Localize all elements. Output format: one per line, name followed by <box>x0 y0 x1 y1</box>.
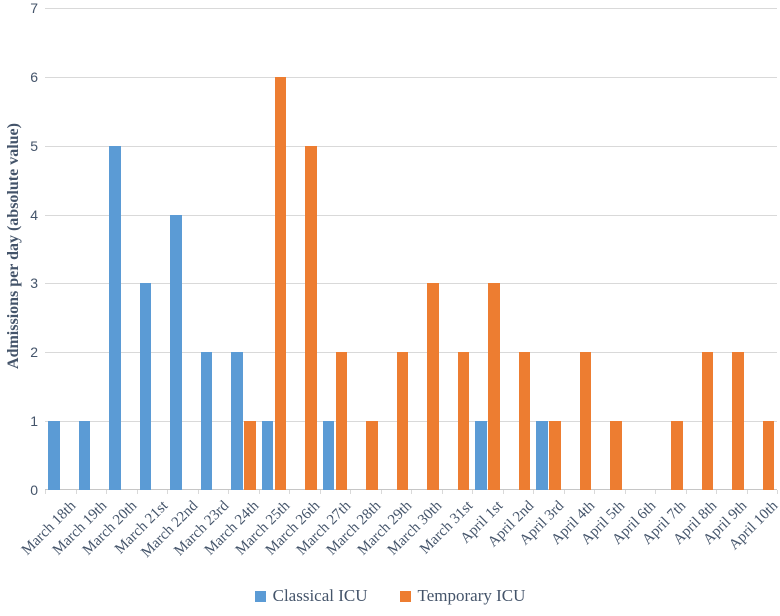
plot-area <box>45 8 777 490</box>
bar-temporary-icu-march-24th <box>244 421 256 490</box>
x-axis-tick <box>380 490 382 494</box>
x-axis-tick <box>533 490 534 494</box>
x-axis-tick <box>441 490 443 494</box>
y-tick-label: 6 <box>30 68 38 85</box>
bar-temporary-icu-april-9th <box>732 352 744 490</box>
bar-temporary-icu-march-28th <box>366 421 378 490</box>
x-axis-tick <box>258 490 260 494</box>
bar-classical-icu-march-21st <box>139 283 151 490</box>
bar-temporary-icu-march-29th <box>396 352 408 490</box>
bar-temporary-icu-april-1st <box>488 283 500 490</box>
legend-swatch-classical-icu-icon <box>254 590 266 602</box>
bar-temporary-icu-april-2nd <box>518 352 530 490</box>
bar-classical-icu-march-24th <box>231 352 243 490</box>
gridline <box>45 8 777 9</box>
bar-classical-icu-march-27th <box>322 421 334 490</box>
gridline <box>45 283 777 285</box>
x-axis-tick <box>350 490 351 494</box>
x-axis-tick <box>228 490 229 494</box>
legend-swatch-temporary-icu-icon <box>399 590 411 602</box>
legend-item-temporary-icu: Temporary ICU <box>399 586 526 606</box>
bar-temporary-icu-march-31st <box>457 352 469 490</box>
x-axis-tick <box>624 490 626 494</box>
x-axis-tick <box>136 490 138 494</box>
x-axis-tick <box>655 490 656 494</box>
x-axis-tick <box>594 490 595 494</box>
y-tick-label: 1 <box>30 413 38 430</box>
x-axis-tick <box>167 490 168 494</box>
bar-temporary-icu-april-3rd <box>549 421 561 490</box>
x-axis-tick <box>411 490 412 494</box>
x-axis-tick <box>685 490 687 494</box>
bar-classical-icu-march-18th <box>48 421 60 490</box>
y-tick-label: 3 <box>30 275 38 292</box>
x-axis-tick <box>289 490 290 494</box>
y-tick-label: 5 <box>30 137 38 154</box>
x-axis-tick <box>777 490 778 494</box>
y-tick-label: 2 <box>30 344 38 361</box>
y-tick-label: 4 <box>30 206 38 223</box>
bar-temporary-icu-march-25th <box>274 76 286 490</box>
gridline <box>45 352 777 354</box>
y-axis-title: Admissions per day (absolute value) <box>5 123 22 369</box>
bar-temporary-icu-march-27th <box>335 352 347 490</box>
legend-label-temporary-icu: Temporary ICU <box>417 586 526 605</box>
legend: Classical ICU Temporary ICU <box>0 586 780 606</box>
legend-label-classical-icu: Classical ICU <box>272 586 368 605</box>
x-axis-tick <box>75 490 77 494</box>
gridline <box>45 145 777 147</box>
x-axis-tick <box>197 490 199 494</box>
x-axis-tick <box>746 490 748 494</box>
bar-temporary-icu-april-7th <box>671 421 683 490</box>
x-axis-tick <box>45 490 46 494</box>
bar-classical-icu-march-19th <box>78 421 90 490</box>
x-axis-tick <box>319 490 321 494</box>
gridline <box>45 76 777 78</box>
bar-temporary-icu-april-4th <box>579 352 591 490</box>
bar-classical-icu-march-23rd <box>200 352 212 490</box>
x-axis-line <box>45 489 777 490</box>
bar-temporary-icu-april-10th <box>762 421 774 490</box>
bar-temporary-icu-march-30th <box>427 283 439 490</box>
bar-classical-icu-april-1st <box>475 421 487 490</box>
x-axis-tick <box>563 490 565 494</box>
bar-classical-icu-march-22nd <box>170 214 182 490</box>
y-tick-label: 7 <box>30 0 38 16</box>
legend-item-classical-icu: Classical ICU <box>254 586 368 606</box>
x-axis-tick <box>472 490 473 494</box>
bar-temporary-icu-april-8th <box>701 352 713 490</box>
bar-classical-icu-march-20th <box>109 145 121 490</box>
y-tick-label: 0 <box>30 482 38 498</box>
bar-temporary-icu-march-26th <box>305 145 317 490</box>
x-axis-tick <box>502 490 504 494</box>
x-axis-tick <box>716 490 717 494</box>
gridline <box>45 421 777 423</box>
x-axis-tick <box>106 490 107 494</box>
gridline <box>45 214 777 216</box>
bar-classical-icu-april-3rd <box>536 421 548 490</box>
bar-classical-icu-march-25th <box>261 421 273 490</box>
bar-temporary-icu-april-5th <box>610 421 622 490</box>
